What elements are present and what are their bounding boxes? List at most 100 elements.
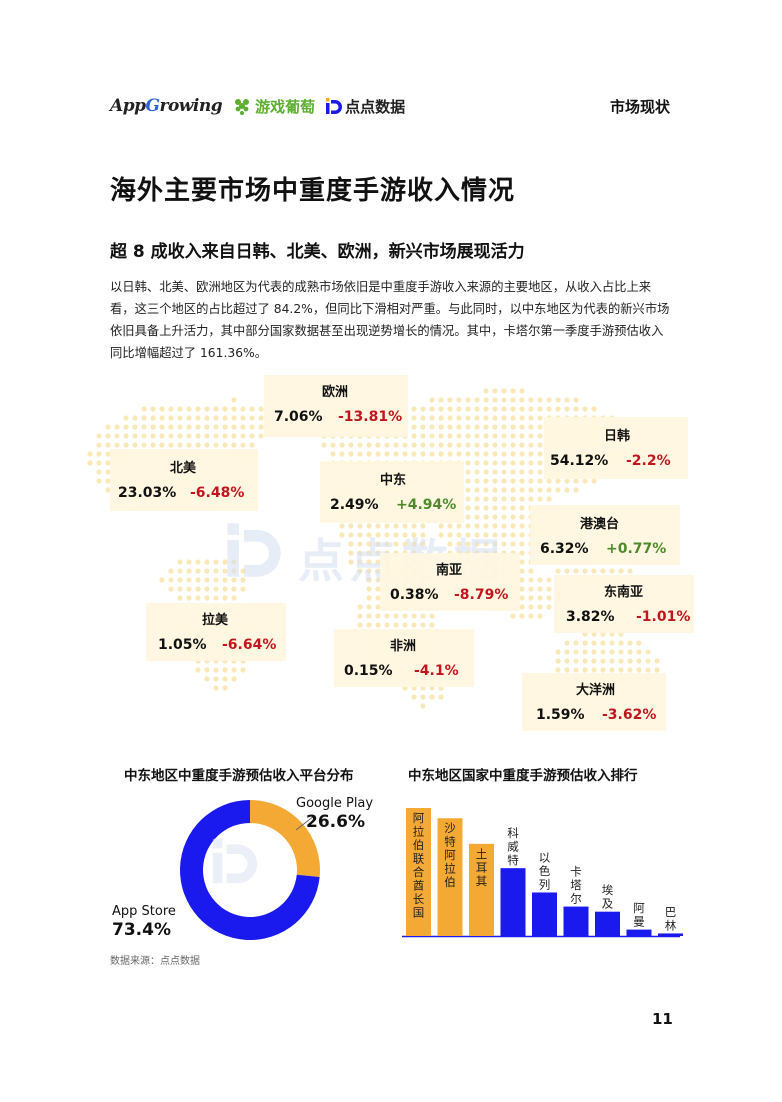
map-dot <box>627 649 633 655</box>
map-dot <box>537 613 543 619</box>
bar-category-label-char: 埃 <box>602 883 614 897</box>
bar-category-label-char: 国 <box>413 906 425 920</box>
map-dot <box>609 640 615 646</box>
map-dot <box>231 397 237 403</box>
map-dot <box>600 667 606 673</box>
bar-5 <box>563 906 589 936</box>
map-dot <box>519 415 525 421</box>
map-dot <box>528 604 534 610</box>
map-dot <box>465 496 471 502</box>
bar-category-label-char: 列 <box>539 877 551 891</box>
map-dot <box>573 568 579 574</box>
map-dot <box>141 415 147 421</box>
map-dot <box>357 532 363 538</box>
map-dot <box>231 442 237 448</box>
map-dot <box>537 469 543 475</box>
map-dot <box>132 433 138 439</box>
map-dot <box>510 433 516 439</box>
bar-8 <box>658 933 683 936</box>
map-dot <box>348 523 354 529</box>
map-dot <box>456 451 462 457</box>
map-dot <box>555 397 561 403</box>
map-dot <box>492 415 498 421</box>
map-dot <box>528 424 534 430</box>
map-dot <box>573 406 579 412</box>
bar-category-label-char: 耳 <box>476 860 488 874</box>
map-dot <box>510 424 516 430</box>
region-name: 拉美 <box>202 613 229 628</box>
map-dot <box>438 397 444 403</box>
map-dot <box>483 460 489 466</box>
map-dot <box>258 424 264 430</box>
map-dot <box>105 442 111 448</box>
map-dot <box>186 424 192 430</box>
map-dot <box>528 595 534 601</box>
page-number: 11 <box>652 1010 673 1028</box>
map-dot <box>537 397 543 403</box>
map-dot <box>492 451 498 457</box>
body-paragraph: 以日韩、北美、欧洲地区为代表的成熟市场依旧是中重度手游收入来源的主要地区，从收入… <box>110 280 670 360</box>
map-dot <box>195 424 201 430</box>
map-dot <box>429 397 435 403</box>
map-dot <box>519 424 525 430</box>
map-dot <box>564 658 570 664</box>
map-dot <box>402 532 408 538</box>
map-dot <box>177 559 183 565</box>
map-dot <box>555 568 561 574</box>
section-subtitle: 超 8 成收入来自日韩、北美、欧洲，新兴市场展现活力 <box>110 242 525 262</box>
map-dot <box>96 478 102 484</box>
map-dot <box>465 523 471 529</box>
map-dot <box>411 406 417 412</box>
map-dot <box>231 433 237 439</box>
map-dot <box>465 397 471 403</box>
map-dot <box>474 541 480 547</box>
map-dot <box>366 595 372 601</box>
map-dot <box>492 406 498 412</box>
map-dot <box>177 406 183 412</box>
map-dot <box>483 478 489 484</box>
map-dot <box>177 415 183 421</box>
map-dot <box>240 424 246 430</box>
map-dot <box>231 406 237 412</box>
map-dot <box>501 514 507 520</box>
map-dot <box>519 568 525 574</box>
region-share: 1.05% <box>158 637 207 653</box>
map-dot <box>384 622 390 628</box>
map-dot <box>366 541 372 547</box>
map-dot <box>510 541 516 547</box>
map-dot <box>501 415 507 421</box>
map-dot <box>177 568 183 574</box>
platform-donut-chart: Google Play 26.6% App Store 73.4% <box>110 790 390 950</box>
map-dot <box>483 496 489 502</box>
map-dot <box>204 586 210 592</box>
region-share: 54.12% <box>550 453 609 469</box>
map-dot <box>375 613 381 619</box>
map-dot <box>213 406 219 412</box>
map-dot <box>186 415 192 421</box>
map-dot <box>231 424 237 430</box>
map-dot <box>420 433 426 439</box>
bar-category-label-char: 伯 <box>413 838 425 852</box>
map-dot <box>519 388 525 394</box>
map-dot <box>366 568 372 574</box>
map-dot <box>465 451 471 457</box>
bar-category-label-char: 威 <box>507 840 519 854</box>
bar-0 <box>406 808 431 936</box>
map-dot <box>159 406 165 412</box>
map-dot <box>420 694 426 700</box>
map-dot <box>537 433 543 439</box>
map-dot <box>582 667 588 673</box>
region-change: -1.01% <box>636 609 691 625</box>
map-dot <box>258 415 264 421</box>
map-dot <box>510 496 516 502</box>
map-dot <box>222 415 228 421</box>
map-dot <box>501 541 507 547</box>
map-dot <box>240 415 246 421</box>
map-dot <box>600 640 606 646</box>
map-dot <box>528 568 534 574</box>
map-dot <box>204 442 210 448</box>
map-dot <box>591 406 597 412</box>
map-dot <box>609 667 615 673</box>
map-dot <box>411 415 417 421</box>
